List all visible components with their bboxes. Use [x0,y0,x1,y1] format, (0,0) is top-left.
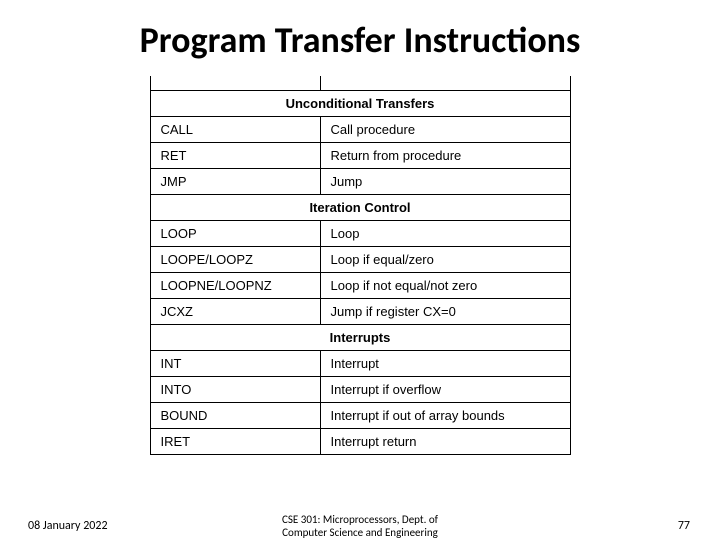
table-row: IRET Interrupt return [150,428,570,454]
table-row: INTO Interrupt if overflow [150,376,570,402]
section-header: Interrupts [150,324,570,350]
instruction-table-wrap: Unconditional Transfers CALL Call proced… [0,76,720,455]
table-row: CALL Call procedure [150,116,570,142]
footer-page-number: 77 [678,519,690,533]
desc-cell: Interrupt if overflow [320,376,570,402]
mnemonic-cell: JCXZ [150,298,320,324]
table-row: LOOPE/LOOPZ Loop if equal/zero [150,246,570,272]
desc-cell: Return from procedure [320,142,570,168]
table-row: JCXZ Jump if register CX=0 [150,298,570,324]
footer-date: 08 January 2022 [28,519,108,533]
mnemonic-cell: RET [150,142,320,168]
partial-cell-right [320,76,570,90]
desc-cell: Loop if not equal/not zero [320,272,570,298]
table-row: JMP Jump [150,168,570,194]
table-row: RET Return from procedure [150,142,570,168]
desc-cell: Loop if equal/zero [320,246,570,272]
footer-course: CSE 301: Microprocessors, Dept. of Compu… [282,513,438,539]
desc-cell: Call procedure [320,116,570,142]
mnemonic-cell: INTO [150,376,320,402]
table-row: LOOP Loop [150,220,570,246]
section-header-label: Iteration Control [150,194,570,220]
mnemonic-cell: LOOPNE/LOOPNZ [150,272,320,298]
desc-cell: Interrupt return [320,428,570,454]
mnemonic-cell: BOUND [150,402,320,428]
section-header: Iteration Control [150,194,570,220]
mnemonic-cell: LOOPE/LOOPZ [150,246,320,272]
partial-cell-left [150,76,320,90]
desc-cell: Interrupt if out of array bounds [320,402,570,428]
desc-cell: Jump if register CX=0 [320,298,570,324]
mnemonic-cell: LOOP [150,220,320,246]
table-row: LOOPNE/LOOPNZ Loop if not equal/not zero [150,272,570,298]
desc-cell: Jump [320,168,570,194]
slide-title: Program Transfer Instructions [0,0,720,70]
section-header-label: Interrupts [150,324,570,350]
section-header-label: Unconditional Transfers [150,90,570,116]
desc-cell: Interrupt [320,350,570,376]
mnemonic-cell: IRET [150,428,320,454]
instruction-table: Unconditional Transfers CALL Call proced… [150,76,571,455]
desc-cell: Loop [320,220,570,246]
partial-prev-row [150,76,570,90]
section-header: Unconditional Transfers [150,90,570,116]
mnemonic-cell: CALL [150,116,320,142]
mnemonic-cell: INT [150,350,320,376]
footer-course-line2: Computer Science and Engineering [282,526,438,539]
mnemonic-cell: JMP [150,168,320,194]
table-row: INT Interrupt [150,350,570,376]
footer-course-line1: CSE 301: Microprocessors, Dept. of [282,513,438,526]
table-row: BOUND Interrupt if out of array bounds [150,402,570,428]
